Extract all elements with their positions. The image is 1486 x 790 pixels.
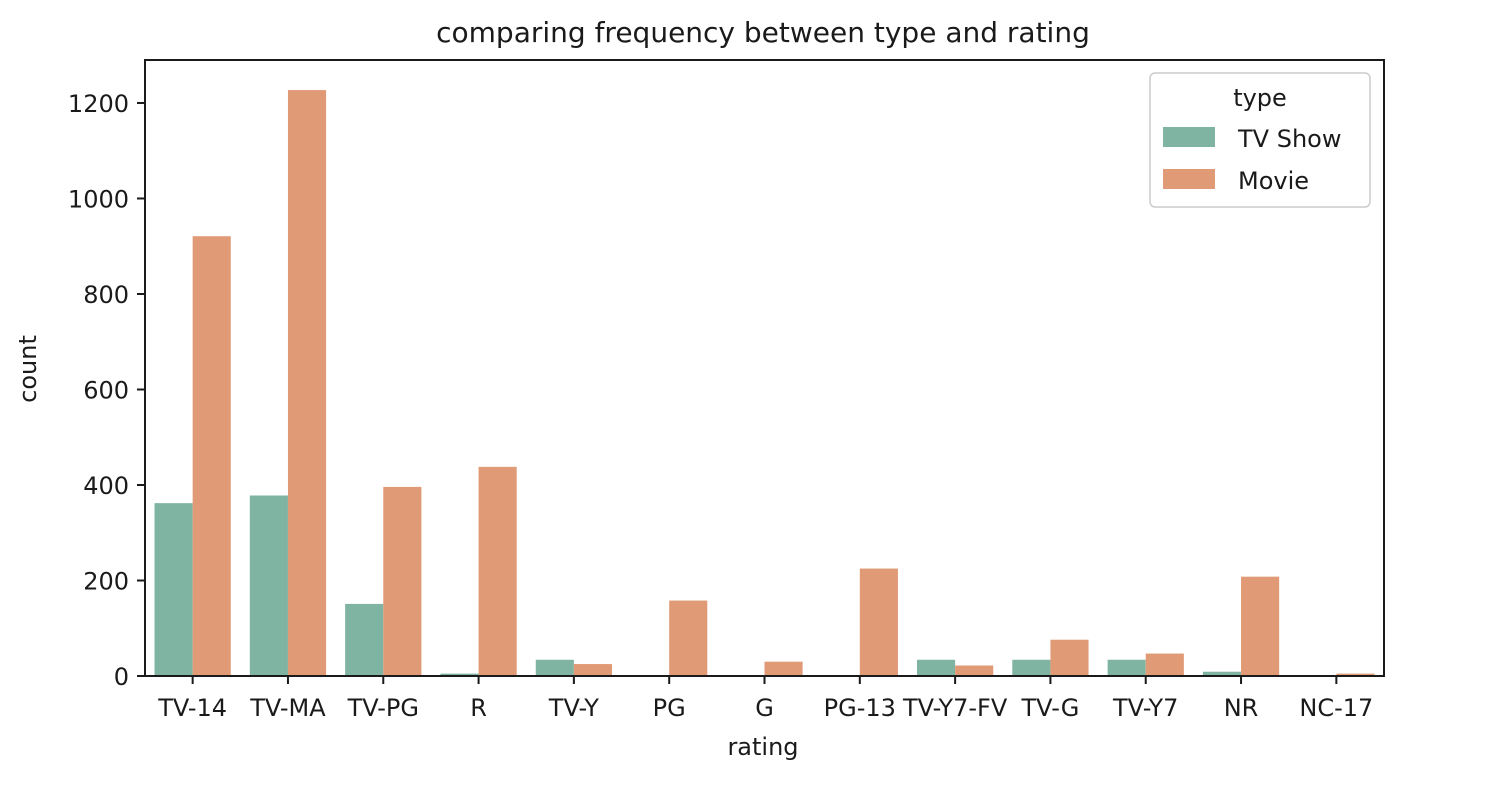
legend: type TV Show Movie — [1149, 72, 1371, 208]
bar-movie-tv-y7 — [1145, 653, 1184, 676]
bar-tv-show-nr — [1202, 671, 1242, 676]
bar-tv-show-tv-pg — [345, 603, 384, 676]
x-tick-label-pg: PG — [653, 694, 686, 722]
bar-movie-g — [764, 661, 803, 676]
bar-movie-nr — [1241, 576, 1280, 676]
x-tick-label-g: G — [755, 694, 774, 722]
y-axis-title: count — [14, 335, 42, 403]
bar-movie-tv-g — [1050, 639, 1089, 676]
x-tick-label-tv-g: TV-G — [1021, 694, 1080, 722]
x-tick-label-tv-y7-fv: TV-Y7-FV — [902, 694, 1008, 722]
bar-movie-r — [478, 466, 517, 676]
y-tick-label: 1000 — [68, 185, 129, 213]
x-tick-label-tv-y: TV-Y — [548, 694, 599, 722]
legend-swatch-movie — [1163, 169, 1215, 189]
x-tick-label-pg-13: PG-13 — [824, 694, 896, 722]
bar-movie-tv-y7-fv — [955, 665, 994, 676]
y-tick-label: 0 — [114, 663, 129, 691]
x-tick-label-tv-y7: TV-Y7 — [1112, 694, 1178, 722]
x-tick-label-tv-pg: TV-PG — [347, 694, 419, 722]
legend-swatch-tv-show — [1163, 127, 1215, 147]
bar-movie-tv-ma — [287, 90, 327, 676]
bar-movie-pg-13 — [859, 568, 898, 676]
bar-tv-show-tv-ma — [249, 495, 288, 676]
bar-movie-tv-pg — [383, 486, 422, 676]
y-axis: 0 200 400 600 800 1000 1200 — [68, 90, 145, 691]
bar-tv-show-tv-y7 — [1107, 659, 1146, 676]
bar-movie-tv-14 — [192, 236, 231, 676]
legend-label-movie: Movie — [1238, 167, 1309, 195]
y-tick-label: 800 — [83, 281, 129, 309]
legend-label-tv-show: TV Show — [1237, 125, 1341, 153]
x-tick-label-nc-17: NC-17 — [1299, 694, 1373, 722]
y-tick-label: 1200 — [68, 90, 129, 118]
y-tick-label: 200 — [83, 567, 129, 595]
bar-movie-nc-17 — [1336, 673, 1375, 676]
x-axis: TV-14 TV-MA TV-PG R TV-Y PG G PG-13 TV-Y7-FV TV-G… — [157, 676, 1373, 722]
bar-tv-show-r — [440, 673, 479, 676]
chart-title: comparing frequency between type and rat… — [436, 16, 1090, 49]
bar-tv-show-tv-14 — [154, 503, 193, 676]
legend-title: type — [1233, 84, 1287, 112]
x-tick-label-nr: NR — [1224, 694, 1259, 722]
y-tick-label: 400 — [83, 472, 129, 500]
bar-movie-tv-y — [573, 664, 613, 676]
y-tick-label: 600 — [83, 376, 129, 404]
bars-layer — [154, 90, 1375, 676]
bar-tv-show-tv-y7-fv — [916, 659, 956, 676]
x-tick-label-tv-ma: TV-MA — [249, 694, 326, 722]
plot-frame — [144, 59, 1385, 677]
x-axis-title: rating — [727, 733, 798, 761]
x-tick-label-tv-14: TV-14 — [157, 694, 227, 722]
bar-movie-pg — [669, 600, 708, 676]
bar-tv-show-tv-g — [1012, 659, 1051, 676]
x-tick-label-r: R — [470, 694, 487, 722]
bar-tv-show-tv-y — [535, 659, 574, 676]
